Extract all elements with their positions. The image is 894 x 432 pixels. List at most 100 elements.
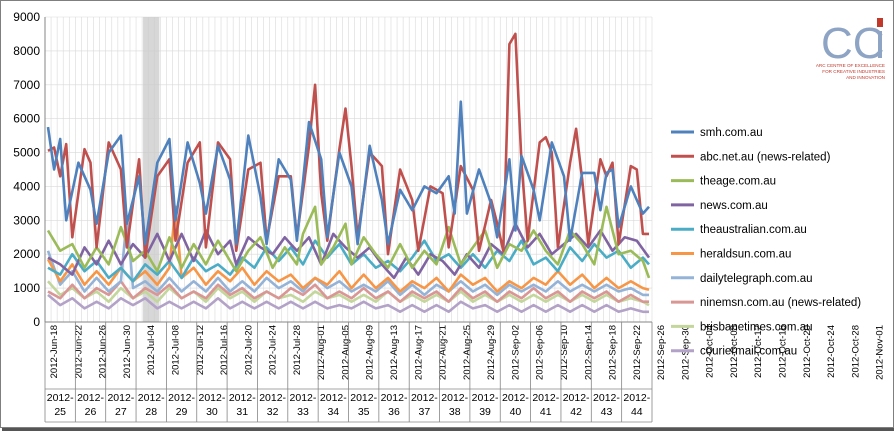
- week-number-label: 37: [419, 406, 431, 418]
- x-date-label: 2012-Oct-08: [729, 325, 740, 378]
- week-year-label: 2012-: [350, 392, 377, 404]
- week-year-label: 2012-: [381, 392, 408, 404]
- week-year-label: 2012-: [290, 392, 317, 404]
- week-year-label: 2012-: [441, 392, 468, 404]
- logo-mark: CC: [821, 19, 885, 68]
- x-date-label: 2012-Jul-28: [292, 325, 303, 375]
- y-tick-label: 8000: [13, 44, 40, 58]
- y-tick-label: 6000: [13, 112, 40, 126]
- x-date-label: 2012-Jul-12: [195, 325, 206, 375]
- x-date-label: 2012-Jul-04: [146, 325, 157, 375]
- y-tick-label: 3000: [13, 213, 40, 227]
- legend-entry: theage.com.au: [700, 176, 776, 188]
- x-date-label: 2012-Sep-02: [510, 325, 521, 380]
- x-tick-labels: 2012-Jun-18 2012-Jun-22 2012-Jun-26 2012-Ju…: [49, 325, 886, 380]
- legend-entry: couriermail.com.au: [700, 346, 797, 358]
- x-date-label: 2012-Oct-16: [778, 325, 789, 378]
- series-line-couriermail-com-au: [47, 293, 649, 314]
- series-group: [46, 32, 651, 314]
- x-date-label: 2012-Jun-18: [49, 325, 60, 378]
- x-date-label: 2012-Sep-14: [583, 325, 594, 380]
- x-date-label: 2012-Aug-25: [462, 325, 473, 380]
- y-tick-label: 2000: [13, 247, 40, 261]
- logo-caption-line: AND INNOVATION: [846, 75, 885, 80]
- week-number-label: 30: [206, 406, 218, 418]
- series-line-brisbanetimes-com-au: [47, 280, 650, 307]
- legend-entry: abc.net.au (news-related): [700, 151, 831, 163]
- logo-i-stem: [878, 31, 882, 58]
- week-year-label: 2012-: [623, 392, 650, 404]
- week-number-label: 44: [631, 406, 643, 418]
- series-line-ninemsn-com-au-news-related: [47, 279, 649, 304]
- x-date-label: 2012-Aug-01: [316, 325, 327, 380]
- x-date-label: 2012-Jul-08: [171, 325, 182, 375]
- legend-entry: theaustralian.com.au: [700, 224, 807, 236]
- week-year-label: 2012-: [107, 392, 134, 404]
- x-date-label: 2012-Nov-01: [875, 325, 886, 380]
- x-date-label: 2012-Sep-10: [559, 325, 570, 380]
- series-line-theaustralian-com-au: [47, 239, 650, 283]
- x-date-label: 2012-Aug-17: [413, 325, 424, 380]
- week-number-label: 43: [601, 406, 613, 418]
- x-date-label: 2012-Jun-22: [73, 325, 84, 378]
- week-year-label: 2012-: [502, 392, 529, 404]
- week-year-label: 2012-: [198, 392, 225, 404]
- legend-entry: news.com.au: [700, 200, 768, 212]
- week-year-label: 2012-: [532, 392, 559, 404]
- y-tick-label: 0: [33, 315, 40, 329]
- week-number-label: 26: [85, 406, 97, 418]
- week-year-label: 2012-: [563, 392, 590, 404]
- x-date-label: 2012-Oct-20: [802, 325, 813, 378]
- y-tick-label: 9000: [13, 10, 40, 24]
- week-year-label: 2012-: [229, 392, 256, 404]
- week-number-label: 39: [479, 406, 491, 418]
- week-year-label: 2012-: [411, 392, 438, 404]
- legend-entry: dailytelegraph.com.au: [700, 273, 813, 285]
- y-tick-label: 5000: [13, 146, 40, 160]
- x-date-label: 2012-Oct-04: [705, 325, 716, 378]
- week-number-label: 34: [327, 406, 339, 418]
- legend-entry: smh.com.au: [700, 127, 763, 139]
- week-number-label: 36: [388, 406, 400, 418]
- week-number-label: 29: [176, 406, 188, 418]
- x-date-label: 2012-Aug-05: [340, 325, 351, 380]
- week-year-label: 2012-: [472, 392, 499, 404]
- week-year-label: 2012-: [168, 392, 195, 404]
- legend-entry: brisbanetimes.com.au: [700, 321, 813, 333]
- y-tick-labels: 0 1000 2000 3000 4000 5000 6000 7000 8000 9000: [13, 10, 40, 329]
- series-line-abc-net-au-news-related: [47, 32, 649, 259]
- week-number-label: 41: [540, 406, 552, 418]
- y-tick-label: 1000: [13, 281, 40, 295]
- x-date-label: 2012-Sep-18: [608, 325, 619, 380]
- logo-caption-line: FOR CREATIVE INDUSTRIES: [822, 69, 885, 74]
- week-number-label: 32: [267, 406, 279, 418]
- logo-caption-line: ARC CENTRE OF EXCELLENCE: [816, 63, 885, 68]
- series-line-dailytelegraph-com-au: [46, 215, 649, 297]
- week-number-label: 28: [145, 406, 157, 418]
- x-date-label: 2012-Aug-29: [486, 325, 497, 380]
- x-date-label: 2012-Sep-30: [680, 325, 691, 380]
- week-year-label: 2012-: [138, 392, 165, 404]
- x-date-label: 2012-Oct-28: [850, 325, 861, 378]
- legend: smh.com.au abc.net.au (news-related) theag…: [671, 127, 861, 358]
- legend-entry: ninemsn.com.au (news-related): [700, 297, 861, 309]
- x-date-label: 2012-Sep-22: [632, 325, 643, 380]
- week-year-label: 2012-: [593, 392, 620, 404]
- x-date-label: 2012-Sep-26: [656, 325, 667, 380]
- week-number-label: 25: [54, 406, 66, 418]
- x-date-label: 2012-Aug-21: [438, 325, 449, 380]
- week-number-label: 31: [236, 406, 248, 418]
- logo-dot: [877, 18, 883, 27]
- x-date-label: 2012-Jul-16: [219, 325, 230, 375]
- y-tick-label: 7000: [13, 78, 40, 92]
- week-year-label: 2012-: [77, 392, 104, 404]
- series-line-heraldsun-com-au: [46, 205, 650, 293]
- y-tick-label: 4000: [13, 179, 40, 193]
- series-line-theage-com-au: [46, 205, 651, 279]
- week-number-label: 33: [297, 406, 309, 418]
- week-number-label: 40: [510, 406, 522, 418]
- x-date-label: 2012-Jul-20: [243, 325, 254, 375]
